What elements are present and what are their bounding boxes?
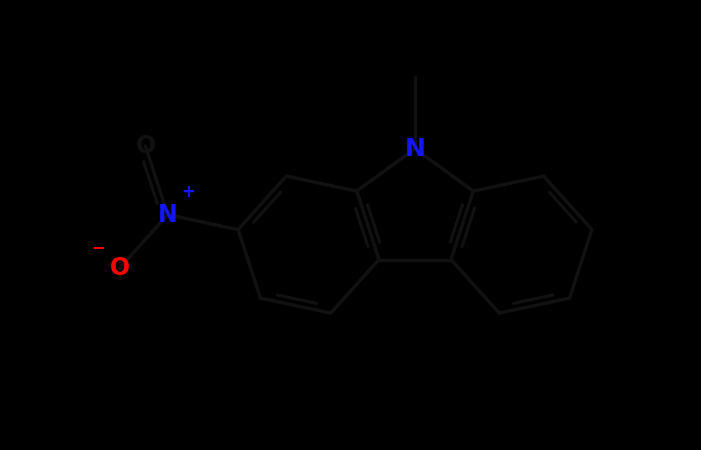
Text: O: O [135,134,156,158]
Text: O: O [109,256,130,280]
Text: +: + [182,183,196,201]
Text: N: N [404,137,426,161]
Text: N: N [158,202,177,227]
Text: −: − [92,238,106,256]
